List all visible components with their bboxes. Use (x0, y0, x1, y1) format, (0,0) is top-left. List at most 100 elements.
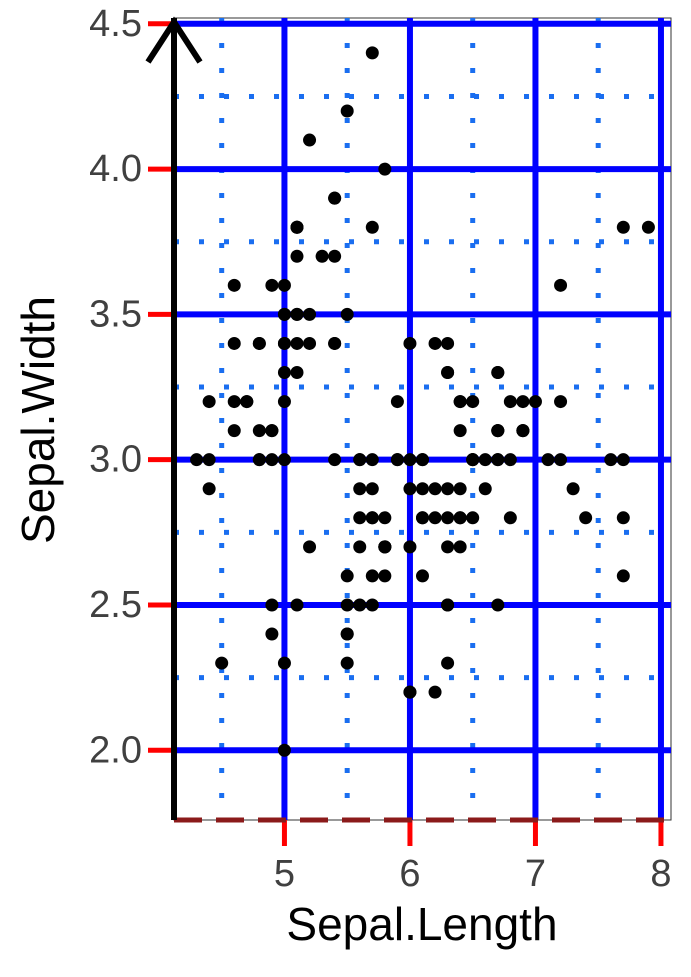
point (378, 162, 392, 176)
point (478, 453, 492, 467)
x-tick-label: 7 (525, 853, 546, 895)
point (277, 656, 291, 670)
point (641, 220, 655, 234)
point (277, 278, 291, 292)
point (340, 656, 354, 670)
x-axis-title: Sepal.Length (286, 898, 557, 950)
point (516, 424, 530, 438)
y-tick-label: 3.0 (89, 439, 142, 481)
point (265, 627, 279, 641)
point (303, 307, 317, 321)
point (290, 366, 304, 380)
point (554, 278, 568, 292)
point (202, 453, 216, 467)
x-tick-label: 6 (399, 853, 420, 895)
point (340, 307, 354, 321)
point (441, 540, 455, 554)
point (290, 336, 304, 350)
point (328, 191, 342, 205)
point (365, 511, 379, 525)
point (416, 482, 429, 496)
point (252, 336, 266, 350)
point (491, 424, 505, 438)
point (503, 511, 517, 525)
point (303, 336, 317, 350)
point (277, 307, 291, 321)
point (616, 569, 630, 583)
point (441, 511, 455, 525)
point (604, 453, 618, 467)
point (503, 453, 517, 467)
point (353, 540, 367, 554)
point (566, 482, 580, 496)
point (202, 395, 216, 409)
point (290, 249, 304, 263)
point (453, 424, 467, 438)
point (390, 453, 404, 467)
point (416, 569, 429, 583)
point (353, 482, 367, 496)
point (353, 598, 367, 612)
y-tick-label: 4.0 (89, 148, 142, 190)
point (265, 424, 279, 438)
point (453, 511, 467, 525)
point (252, 424, 266, 438)
point (290, 220, 304, 234)
y-tick-label: 3.5 (89, 293, 142, 335)
point (340, 569, 354, 583)
point (340, 104, 354, 118)
point (215, 656, 229, 670)
point (277, 336, 291, 350)
point (616, 453, 630, 467)
point (403, 685, 417, 699)
point (265, 598, 279, 612)
point (328, 336, 342, 350)
point (453, 482, 467, 496)
point (466, 453, 480, 467)
point (616, 511, 630, 525)
point (441, 656, 455, 670)
point (303, 540, 317, 554)
point (227, 395, 241, 409)
point (441, 482, 455, 496)
point (491, 453, 505, 467)
point (340, 598, 354, 612)
point (491, 598, 505, 612)
point (416, 511, 429, 525)
y-tick-label: 2.0 (89, 729, 142, 771)
point (403, 336, 417, 350)
point (365, 453, 379, 467)
y-axis-arrow (145, 16, 203, 64)
point (277, 395, 291, 409)
point (365, 220, 379, 234)
point (378, 540, 392, 554)
point (227, 424, 241, 438)
point (378, 569, 392, 583)
point (541, 453, 555, 467)
point (227, 336, 241, 350)
point (503, 395, 517, 409)
point (353, 453, 367, 467)
point (403, 453, 417, 467)
point (453, 395, 467, 409)
x-tick-label: 8 (650, 853, 671, 895)
point (441, 366, 455, 380)
point (365, 482, 379, 496)
point (466, 395, 480, 409)
point (466, 511, 480, 525)
point (365, 46, 379, 60)
point (290, 598, 304, 612)
point (428, 685, 442, 699)
point (252, 453, 266, 467)
point (390, 395, 404, 409)
point (227, 278, 241, 292)
point (240, 395, 254, 409)
y-axis-title: Sepal.Width (12, 296, 64, 544)
y-tick-label: 4.5 (89, 3, 142, 45)
point (528, 395, 542, 409)
point (579, 511, 593, 525)
point (516, 395, 530, 409)
point (491, 366, 505, 380)
point (365, 569, 379, 583)
